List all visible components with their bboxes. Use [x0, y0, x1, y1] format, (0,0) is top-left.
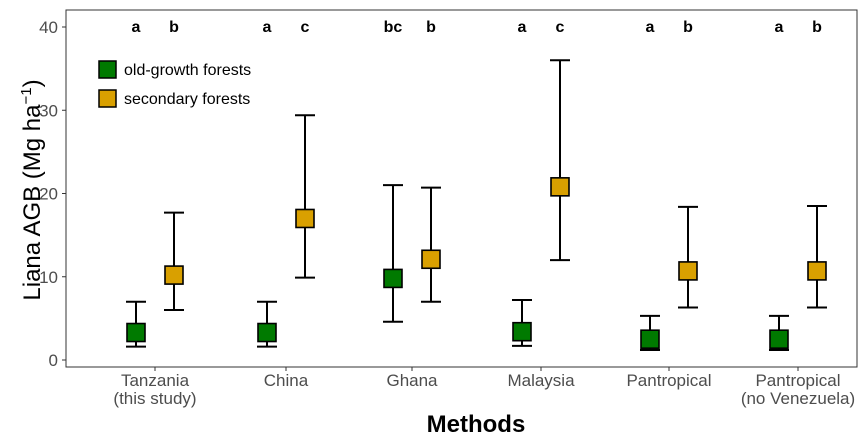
x-tick-label: Tanzania (this study) [113, 371, 196, 408]
significance-letter: a [263, 19, 272, 36]
data-point [126, 322, 146, 343]
x-tick-label: Pantropical [626, 371, 711, 390]
x-tick-label: Ghana [386, 371, 438, 390]
data-point [164, 265, 184, 285]
data-point [550, 177, 570, 197]
x-tick-label-line: (no Venezuela) [741, 389, 855, 408]
y-tick-label: 40 [39, 18, 58, 37]
y-axis-title: Liana AGB (Mg ha−1) [18, 79, 46, 300]
x-tick-label-line: Tanzania [121, 371, 190, 390]
data-point [383, 268, 403, 289]
axis-layer: 0 10 20 30 40 Tanzania (this study) China Ghana M… [39, 18, 855, 408]
y-tick-label: 20 [39, 185, 58, 204]
significance-letter: b [426, 19, 436, 36]
x-tick-label-line: China [264, 371, 309, 390]
y-tick-label: 30 [39, 101, 58, 120]
significance-letter: a [775, 19, 784, 36]
marks-layer: a a bc a a ab c b c b b [126, 19, 827, 352]
x-axis-title: Methods [427, 411, 526, 438]
legend-label-secondary: secondary forests [124, 91, 250, 108]
legend: old-growth forests secondary forests [98, 60, 251, 108]
data-point [421, 249, 441, 270]
data-point [257, 322, 277, 343]
significance-letter: b [812, 19, 822, 36]
legend-key-secondary [98, 89, 117, 108]
y-tick-label: 10 [39, 268, 58, 287]
significance-letter: b [683, 19, 693, 36]
y-axis-title-superscript: −1 [18, 87, 35, 104]
data-point [769, 329, 789, 349]
significance-letter: c [301, 19, 310, 36]
y-axis-title-close: ) [19, 79, 46, 87]
data-point [512, 321, 532, 342]
legend-label-old-growth: old-growth forests [124, 62, 251, 79]
significance-letter: c [556, 19, 565, 36]
plot-panel [65, 9, 858, 368]
y-tick-label: 0 [49, 351, 58, 370]
data-point [640, 329, 660, 349]
y-axis-title-main: Liana AGB (Mg ha [19, 104, 46, 301]
x-tick-label: China [264, 371, 309, 390]
x-tick-label-line: Pantropical [755, 371, 840, 390]
x-tick-label: Pantropical (no Venezuela) [741, 371, 855, 408]
x-tick-label-line: Pantropical [626, 371, 711, 390]
data-point [678, 261, 698, 281]
significance-letter: bc [384, 19, 403, 36]
significance-letter: a [646, 19, 655, 36]
data-point [295, 208, 315, 229]
data-point [807, 261, 827, 281]
significance-letter: a [132, 19, 141, 36]
significance-letter: a [518, 19, 527, 36]
x-tick-label-line: Malaysia [507, 371, 575, 390]
x-tick-label-line: (this study) [113, 389, 196, 408]
significance-letter: b [169, 19, 179, 36]
x-tick-label-line: Ghana [386, 371, 438, 390]
legend-key-old-growth [98, 60, 117, 79]
x-tick-label: Malaysia [507, 371, 575, 390]
